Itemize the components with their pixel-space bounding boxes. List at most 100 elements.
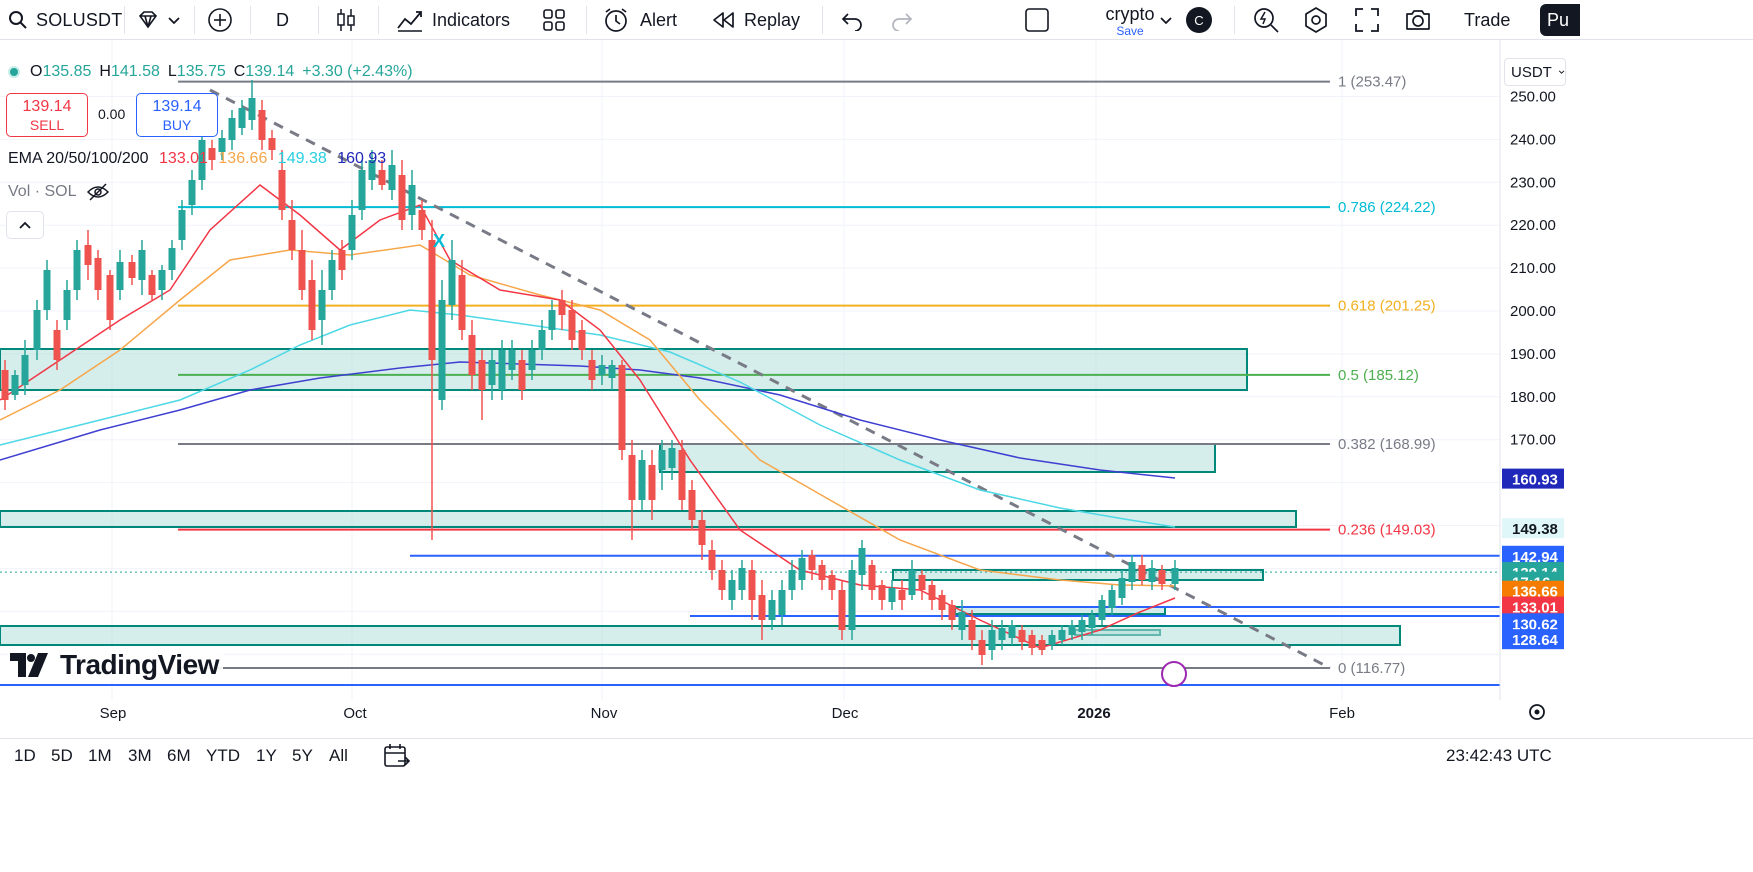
candle-body[interactable] — [1028, 635, 1036, 648]
candle-body[interactable] — [258, 110, 266, 140]
candle-body[interactable] — [568, 310, 576, 340]
candle-body[interactable] — [978, 640, 986, 655]
symbol-type-dropdown[interactable] — [136, 0, 182, 40]
candle-body[interactable] — [418, 210, 426, 230]
candle-body[interactable] — [648, 465, 656, 500]
candle-body[interactable] — [278, 170, 286, 210]
candle-body[interactable] — [458, 275, 466, 330]
candle-body[interactable] — [798, 558, 806, 580]
candle-body[interactable] — [63, 290, 71, 320]
range-button-1d[interactable]: 1D — [14, 746, 36, 765]
price-chart[interactable]: 1 (253.47) 0.786 (224.22) 0.618 (201.25) 0.… — [0, 40, 1753, 780]
candle-body[interactable] — [158, 270, 166, 290]
candle-body[interactable] — [538, 330, 546, 350]
candle-body[interactable] — [1048, 635, 1056, 645]
candle-body[interactable] — [1088, 615, 1096, 628]
candle-body[interactable] — [688, 490, 696, 520]
candle-body[interactable] — [318, 290, 326, 320]
candle-body[interactable] — [398, 175, 406, 220]
candle-body[interactable] — [328, 260, 336, 290]
candle-body[interactable] — [1068, 625, 1076, 635]
candle-body[interactable] — [888, 588, 896, 602]
currency-selector[interactable]: USDT — [1504, 58, 1566, 86]
candle-body[interactable] — [908, 570, 916, 595]
candle-body[interactable] — [1008, 625, 1016, 638]
candle-body[interactable] — [348, 215, 356, 250]
candle-body[interactable] — [858, 548, 866, 575]
candle-body[interactable] — [928, 585, 936, 600]
event-badge[interactable] — [1161, 661, 1187, 687]
candle-body[interactable] — [528, 350, 536, 370]
candle-body[interactable] — [668, 448, 676, 468]
range-button-1m[interactable]: 1M — [88, 746, 112, 765]
candle-body[interactable] — [848, 570, 856, 630]
candle-body[interactable] — [338, 250, 346, 270]
candle-body[interactable] — [43, 270, 51, 310]
candle-body[interactable] — [268, 138, 276, 150]
layout-name-menu[interactable]: crypto Save — [1080, 0, 1180, 40]
eye-hidden-icon[interactable] — [86, 182, 110, 202]
candle-body[interactable] — [218, 138, 226, 152]
candle-body[interactable] — [106, 275, 114, 320]
candle-body[interactable] — [788, 570, 796, 590]
candle-body[interactable] — [618, 365, 626, 450]
candle-body[interactable] — [628, 455, 636, 500]
symbol-search-button[interactable]: SOLUSDT — [8, 0, 122, 40]
redo-button[interactable] — [890, 0, 914, 40]
candle-body[interactable] — [198, 140, 206, 180]
candle-body[interactable] — [828, 575, 836, 590]
candle-body[interactable] — [838, 590, 846, 630]
candle-body[interactable] — [388, 165, 396, 190]
candle-body[interactable] — [1098, 600, 1106, 620]
candle-body[interactable] — [938, 595, 946, 610]
candle-body[interactable] — [148, 275, 156, 295]
candle-body[interactable] — [1038, 640, 1046, 650]
candle-body[interactable] — [1058, 630, 1066, 640]
candle-body[interactable] — [708, 550, 716, 570]
candle-body[interactable] — [658, 450, 666, 470]
candle-body[interactable] — [678, 450, 686, 500]
candle-body[interactable] — [178, 210, 186, 240]
price-zone[interactable] — [659, 443, 1216, 473]
candle-body[interactable] — [498, 350, 506, 390]
candle-body[interactable] — [288, 220, 296, 250]
candle-body[interactable] — [478, 360, 486, 390]
candle-body[interactable] — [1118, 578, 1126, 598]
candle-body[interactable] — [998, 628, 1006, 640]
candle-body[interactable] — [778, 590, 786, 615]
candle-body[interactable] — [578, 330, 586, 350]
candle-body[interactable] — [958, 612, 966, 630]
candle-body[interactable] — [748, 570, 756, 600]
scale-settings-icon[interactable] — [1529, 704, 1545, 720]
candle-body[interactable] — [116, 262, 124, 290]
candle-body[interactable] — [558, 300, 566, 315]
candle-body[interactable] — [768, 600, 776, 620]
candle-body[interactable] — [208, 148, 216, 160]
alert-button[interactable]: Alert — [602, 0, 677, 40]
avatar[interactable]: C — [1186, 7, 1212, 33]
candle-body[interactable] — [808, 555, 816, 570]
sell-button[interactable]: 139.14 SELL — [6, 93, 88, 137]
buy-button[interactable]: 139.14 BUY — [136, 93, 218, 137]
price-zone[interactable] — [0, 510, 1297, 528]
candle-body[interactable] — [728, 580, 736, 600]
range-button-all[interactable]: All — [329, 746, 348, 765]
candle-body[interactable] — [508, 350, 516, 370]
indicators-button[interactable]: Indicators — [396, 0, 510, 40]
snapshot-button[interactable] — [1404, 0, 1432, 40]
candle-body[interactable] — [468, 335, 476, 375]
candle-body[interactable] — [738, 568, 746, 590]
compare-symbol-button[interactable] — [206, 0, 234, 40]
candle-body[interactable] — [488, 360, 496, 385]
range-button-1y[interactable]: 1Y — [256, 746, 277, 765]
candle-body[interactable] — [1158, 570, 1166, 584]
candle-body[interactable] — [1108, 590, 1116, 608]
price-zone[interactable] — [954, 606, 1166, 615]
publish-button[interactable]: Pu — [1540, 4, 1580, 36]
candle-body[interactable] — [878, 585, 886, 600]
range-button-6m[interactable]: 6M — [167, 746, 191, 765]
candle-body[interactable] — [968, 620, 976, 640]
candle-body[interactable] — [168, 248, 176, 270]
candle-body[interactable] — [21, 355, 29, 385]
candle-body[interactable] — [898, 590, 906, 600]
